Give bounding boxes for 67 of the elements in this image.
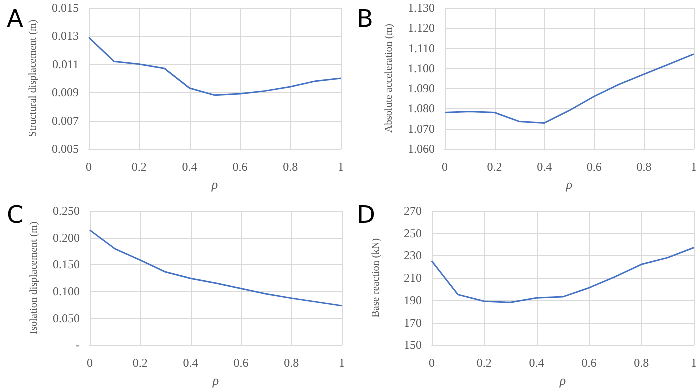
y-tick-label: 0.200: [53, 230, 80, 245]
y-tick-label: 0.009: [52, 86, 79, 100]
x-tick-label: 0: [87, 356, 93, 370]
x-tick-label: 1: [691, 160, 697, 174]
y-tick-label: 0.005: [52, 142, 79, 156]
y-axis-title: Structural displacement (m): [28, 19, 39, 138]
x-tick-label: 0.2: [476, 356, 492, 370]
x-tick-label: 0.4: [183, 356, 198, 370]
x-tick-label: 0.8: [634, 356, 650, 370]
chart-title: C: [7, 201, 24, 229]
x-tick-label: 0.4: [182, 160, 198, 174]
y-tick-label: 1.090: [408, 82, 435, 96]
y-tick-label: 0.007: [52, 114, 79, 128]
x-axis-title: ρ: [212, 373, 220, 388]
y-tick-label: 150: [404, 338, 422, 352]
y-tick-label: 0.011: [52, 57, 79, 72]
x-tick-label: 0: [86, 160, 92, 174]
y-tick-label: 0.050: [53, 311, 80, 326]
chart-title: A: [7, 5, 24, 33]
x-tick-label: 0.4: [537, 160, 552, 174]
x-tick-label: 0.8: [283, 160, 298, 174]
x-tick-label: 0.8: [284, 356, 300, 370]
y-tick-label: 0.015: [52, 1, 79, 15]
line-series: [431, 247, 695, 304]
y-tick-label: 1.130: [408, 1, 435, 15]
x-axis-title: ρ: [565, 176, 573, 192]
x-tick-label: 0.6: [234, 356, 249, 370]
y-tick-label: 1.060: [408, 142, 435, 156]
x-tick-label: 0: [429, 356, 435, 370]
y-axis-title: Base reaction (kN): [371, 238, 382, 318]
y-tick-label: 1.070: [408, 122, 435, 136]
y-tick-label: 1.110: [408, 41, 435, 56]
y-axis-title: Isolation displacement (m): [29, 221, 40, 334]
y-tick-label: 0.013: [52, 29, 79, 44]
line-series: [89, 230, 343, 307]
y-tick-label: 0.250: [53, 204, 80, 218]
line-series: [88, 36, 342, 96]
x-tick-label: 1: [691, 356, 697, 370]
y-tick-label: 230: [404, 248, 422, 263]
x-tick-label: 0.2: [487, 160, 502, 174]
line-series: [444, 54, 695, 124]
y-tick-label: 270: [404, 204, 422, 218]
y-tick-label: 1.080: [408, 102, 435, 116]
x-tick-label: 0.8: [636, 160, 652, 174]
y-tick-label: 0.100: [53, 284, 80, 298]
x-tick-label: 1: [338, 160, 344, 174]
chart-title: B: [357, 5, 374, 33]
y-tick-label: 1.120: [408, 21, 435, 36]
y-tick-label: 210: [404, 271, 422, 286]
y-axis-title: Absolute acceleration (m): [384, 23, 395, 134]
x-tick-label: 0.6: [586, 160, 602, 174]
y-tick-label: 0.150: [53, 258, 80, 272]
y-tick-label: 170: [404, 316, 422, 330]
y-tick-label: 1.100: [408, 61, 435, 76]
y-tick-label: 190: [404, 293, 422, 308]
x-tick-label: 0.2: [132, 160, 147, 174]
x-tick-label: 0.4: [529, 356, 544, 370]
x-tick-label: 0.6: [582, 356, 597, 370]
x-tick-label: 0.2: [132, 356, 148, 370]
x-tick-label: 0: [442, 160, 448, 174]
x-tick-label: 0.6: [232, 160, 248, 174]
x-tick-label: 1: [339, 356, 345, 370]
chart-title: D: [357, 201, 376, 229]
y-tick-label: -: [76, 338, 80, 352]
y-tick-label: 250: [404, 226, 422, 240]
x-axis-title: ρ: [210, 176, 218, 192]
x-axis-title: ρ: [558, 373, 566, 388]
